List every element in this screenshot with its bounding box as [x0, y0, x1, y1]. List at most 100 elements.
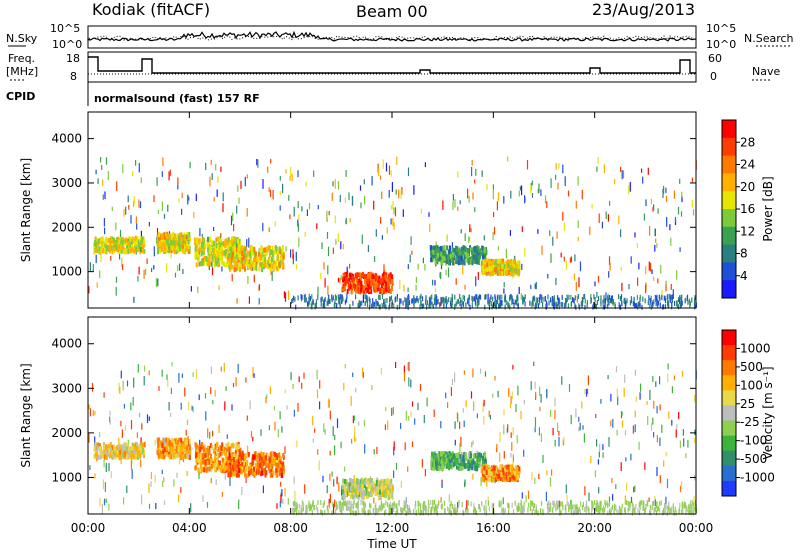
scatter-echo — [268, 227, 270, 233]
scatter-echo — [599, 443, 601, 452]
echo-feature-cell — [342, 283, 345, 289]
scatter-echo — [395, 462, 398, 470]
ground-scatter — [363, 501, 365, 506]
scatter-echo — [107, 170, 109, 181]
scatter-echo — [473, 401, 475, 411]
scatter-echo — [288, 194, 290, 201]
echo-feature-cell — [170, 441, 173, 447]
scatter-echo — [306, 209, 308, 217]
echo-feature-cell — [495, 263, 498, 269]
scatter-echo — [666, 478, 669, 489]
ground-scatter — [406, 297, 409, 302]
scatter-echo — [415, 277, 417, 283]
ground-scatter — [375, 507, 377, 512]
scatter-echo — [225, 386, 227, 391]
ground-scatter — [483, 505, 485, 511]
scatter-echo — [124, 425, 127, 431]
scatter-echo — [492, 393, 494, 398]
scatter-echo — [166, 263, 168, 273]
ground-scatter — [625, 499, 628, 505]
ground-scatter — [454, 304, 456, 310]
echo-feature-cell — [381, 273, 384, 279]
echo-feature-cell — [277, 254, 279, 260]
echo-feature-cell — [268, 262, 271, 268]
scatter-echo — [123, 208, 125, 217]
ground-scatter — [542, 302, 544, 307]
ground-scatter — [420, 301, 422, 306]
scatter-echo — [512, 364, 514, 370]
scatter-echo — [279, 176, 281, 181]
echo-feature-cell — [122, 249, 125, 255]
echo-feature-cell — [239, 242, 242, 248]
echo-feature-cell — [161, 239, 164, 245]
echo-feature-cell — [254, 261, 257, 267]
ground-scatter — [484, 304, 486, 310]
ground-scatter — [608, 300, 610, 306]
scatter-echo — [393, 446, 395, 456]
scatter-echo — [645, 266, 647, 275]
scatter-echo — [352, 372, 354, 377]
ground-scatter — [659, 296, 661, 302]
ground-scatter — [608, 297, 610, 303]
ground-scatter — [415, 298, 417, 304]
scatter-echo — [137, 364, 139, 373]
ground-scatter — [321, 510, 324, 516]
ground-scatter — [610, 509, 612, 515]
scatter-echo — [146, 258, 148, 265]
scatter-echo — [279, 205, 281, 211]
ground-scatter — [609, 508, 611, 514]
ground-scatter — [381, 294, 384, 299]
scatter-echo — [652, 207, 654, 212]
echo-feature-cell — [170, 446, 173, 452]
echo-feature-cell — [168, 248, 171, 254]
echo-feature-cell — [180, 445, 183, 451]
echo-feature-cell — [180, 437, 183, 443]
echo-feature-cell — [432, 249, 435, 255]
scatter-echo — [388, 190, 390, 198]
ground-scatter — [317, 294, 319, 300]
echo-feature-cell — [440, 259, 443, 265]
ground-scatter — [674, 300, 676, 306]
echo-feature-cell — [268, 258, 271, 264]
echo-feature-cell — [204, 452, 207, 458]
ground-scatter — [315, 299, 318, 305]
scatter-echo — [637, 277, 639, 286]
ground-scatter — [570, 301, 573, 306]
ground-scatter — [671, 297, 673, 303]
ground-scatter — [627, 500, 629, 506]
ground-scatter — [389, 510, 391, 515]
scatter-echo — [648, 497, 650, 502]
ground-scatter — [613, 509, 615, 515]
scatter-echo — [154, 440, 156, 446]
ground-scatter — [357, 303, 359, 309]
echo-feature-cell — [493, 262, 496, 268]
echo-feature-cell — [510, 271, 513, 277]
scatter-echo — [659, 376, 661, 385]
scatter-echo — [317, 449, 319, 455]
ground-scatter — [376, 300, 378, 306]
ground-scatter — [548, 506, 550, 512]
scatter-echo — [282, 183, 284, 194]
scatter-echo — [673, 190, 675, 199]
echo-feature-cell — [173, 443, 176, 449]
scatter-echo — [140, 437, 142, 447]
ground-scatter — [405, 503, 407, 509]
ground-scatter — [671, 294, 674, 300]
echo-feature-cell — [272, 451, 275, 457]
scatter-echo — [510, 452, 512, 458]
echo-feature-cell — [448, 249, 451, 255]
echo-feature-cell — [158, 238, 161, 244]
echo-feature-cell — [457, 260, 460, 266]
ground-scatter — [343, 499, 345, 505]
scatter-echo — [336, 476, 338, 485]
scatter-echo — [693, 394, 696, 403]
scatter-echo — [361, 367, 364, 377]
echo-feature-cell — [461, 259, 464, 265]
echo-feature-cell — [218, 464, 220, 470]
ground-scatter — [548, 300, 550, 306]
scatter-echo — [323, 262, 325, 270]
ground-scatter — [320, 301, 322, 307]
nsky-label: N.Sky — [6, 32, 38, 45]
scatter-echo — [469, 224, 471, 233]
ground-scatter — [692, 502, 694, 508]
